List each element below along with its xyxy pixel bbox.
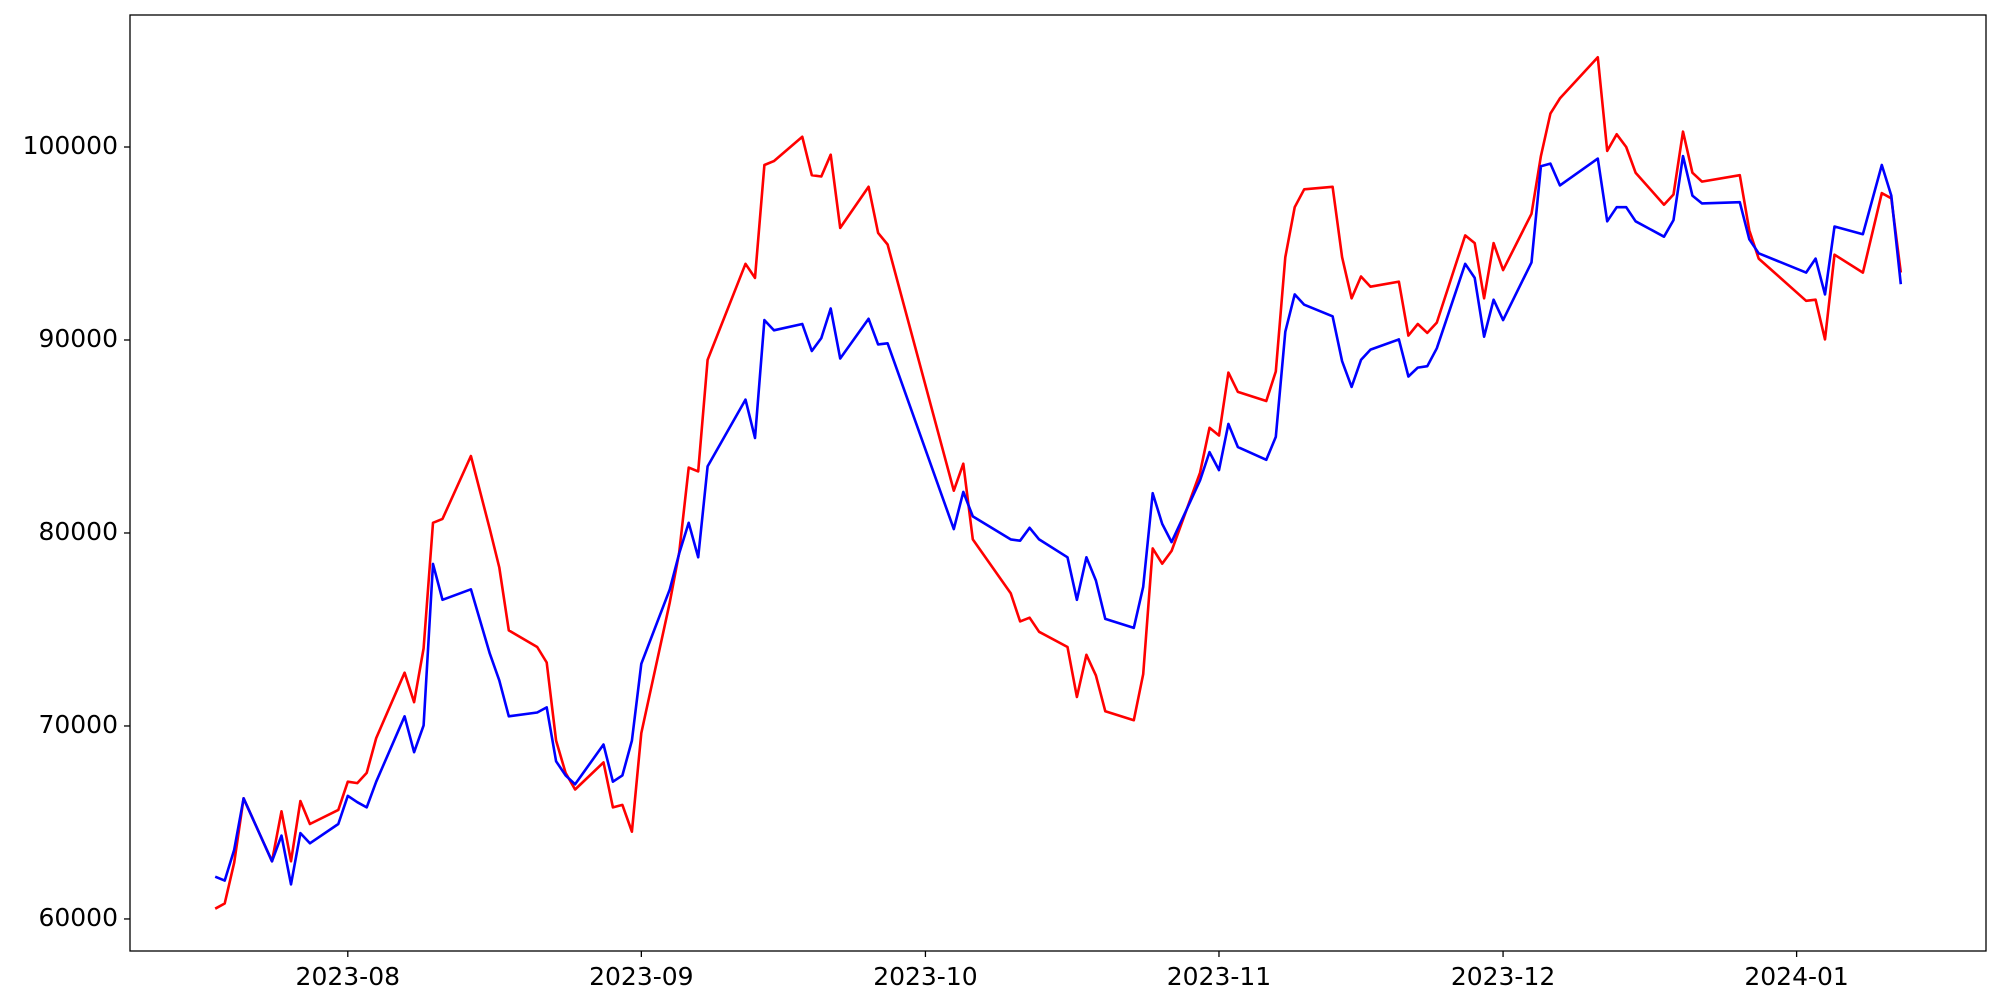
x-tick-label: 2023-11 (1167, 962, 1271, 991)
x-tick-label: 2024-01 (1744, 962, 1848, 991)
y-tick-label: 60000 (38, 903, 118, 932)
y-tick-label: 80000 (38, 517, 118, 546)
y-tick-label: 70000 (38, 710, 118, 739)
y-tick-label: 100000 (23, 131, 118, 160)
x-tick-label: 2023-08 (296, 962, 400, 991)
x-tick-label: 2023-10 (873, 962, 977, 991)
x-tick-label: 2023-09 (589, 962, 693, 991)
plot-frame (129, 14, 1987, 952)
y-tick-label: 90000 (38, 324, 118, 353)
x-tick-label: 2023-12 (1451, 962, 1555, 991)
series-line (214, 56, 1903, 910)
series-line (214, 154, 1903, 886)
